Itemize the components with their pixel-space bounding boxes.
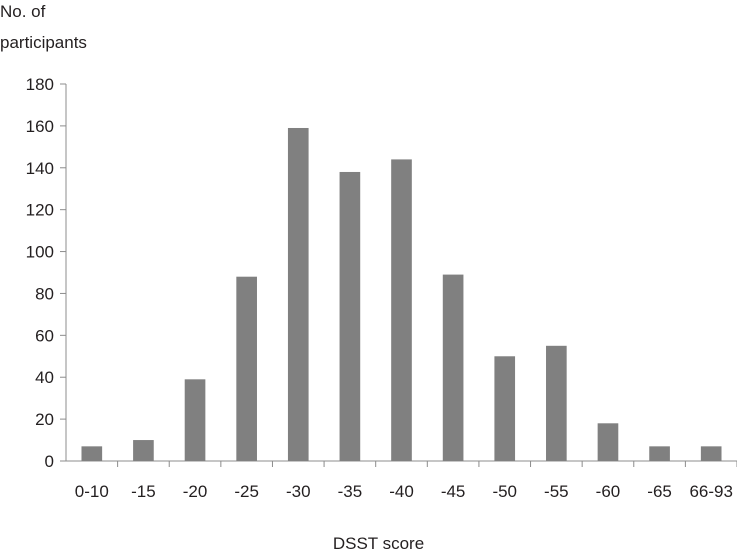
bar (494, 356, 516, 461)
x-axis-label: DSST score (332, 534, 425, 553)
bar (700, 446, 722, 461)
y-tick-label: 120 (26, 201, 54, 220)
x-tick-label: -60 (596, 482, 621, 501)
x-tick-label: -35 (338, 482, 363, 501)
x-tick-label: -45 (441, 482, 466, 501)
bar (442, 274, 464, 461)
x-tick-label: 0-10 (75, 482, 109, 501)
bar (81, 446, 103, 461)
y-tick-label: 0 (45, 452, 54, 471)
x-tick-label: -20 (183, 482, 208, 501)
x-ticks: 0-10 -15 -20 -25 -30 -35 -40 -45 -50 -55 -60 -65 66-… (75, 461, 737, 501)
x-tick-label: -55 (544, 482, 569, 501)
x-tick-label: -40 (389, 482, 414, 501)
y-tick-label: 180 (26, 75, 54, 94)
bar (184, 379, 206, 461)
bar (339, 171, 361, 461)
x-tick-label: -50 (492, 482, 517, 501)
x-tick-label: -30 (286, 482, 311, 501)
y-axis-label-line-1: No. of (0, 2, 46, 21)
y-tick-label: 140 (26, 159, 54, 178)
bar (391, 159, 412, 461)
bar (649, 446, 670, 461)
y-tick-label: 60 (35, 326, 54, 345)
y-tick-label: 100 (26, 243, 54, 262)
bar (236, 276, 257, 461)
bar (546, 345, 567, 461)
y-ticks: 0 20 40 60 80 100 120 140 160 180 (26, 75, 66, 471)
bar (133, 440, 154, 461)
x-tick-label: -65 (647, 482, 672, 501)
x-tick-label: -15 (131, 482, 156, 501)
x-tick-label: -25 (234, 482, 259, 501)
bar (597, 423, 619, 461)
y-tick-label: 80 (35, 284, 54, 303)
x-tick-label: 66-93 (689, 482, 732, 501)
y-tick-label: 40 (35, 368, 54, 387)
y-axis-label-line-2: participants (0, 33, 87, 52)
y-tick-label: 20 (35, 410, 54, 429)
y-tick-label: 160 (26, 117, 54, 136)
bars (81, 127, 722, 461)
bar (287, 127, 309, 461)
